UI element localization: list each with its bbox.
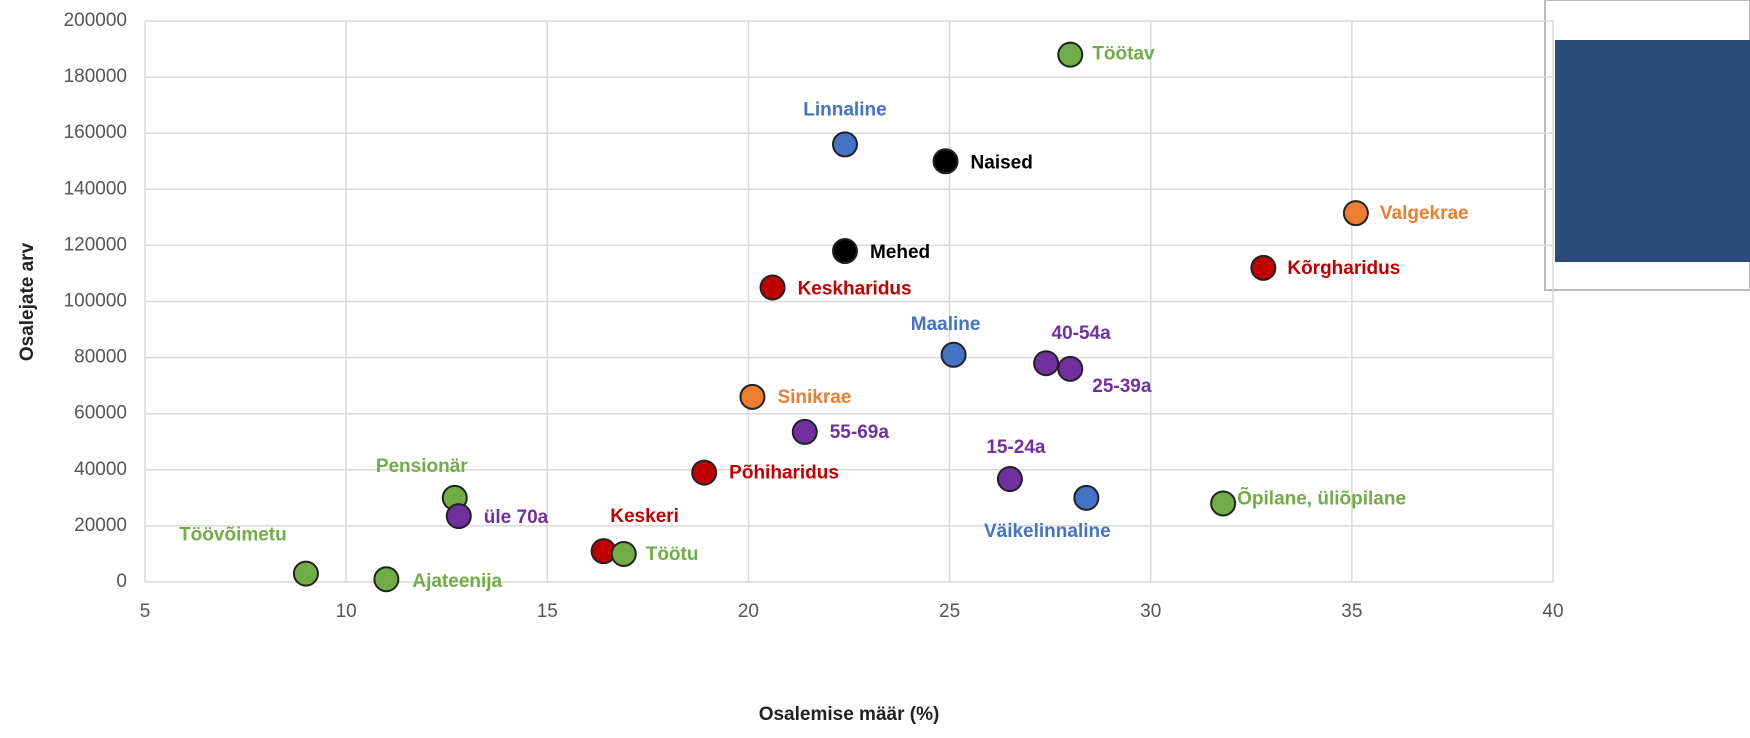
y-tick-label: 180000 xyxy=(64,66,127,87)
point xyxy=(691,459,718,486)
y-tick-label: 20000 xyxy=(74,515,127,536)
y-tick-label: 60000 xyxy=(74,403,127,424)
x-tick-label: 20 xyxy=(738,601,759,622)
point xyxy=(739,383,766,410)
side-panel-inner xyxy=(1555,40,1750,262)
point-label: üle 70a xyxy=(484,507,549,528)
x-tick-label: 35 xyxy=(1341,601,1362,622)
point xyxy=(1210,490,1237,517)
point xyxy=(996,466,1023,493)
point xyxy=(831,131,858,158)
point xyxy=(932,148,959,175)
point-label: Töövõimetu xyxy=(179,525,287,546)
point xyxy=(373,566,400,593)
y-tick-label: 40000 xyxy=(74,459,127,480)
x-tick-label: 25 xyxy=(939,601,960,622)
y-tick-label: 100000 xyxy=(64,291,127,312)
x-tick-label: 15 xyxy=(537,601,558,622)
point-label: Mehed xyxy=(870,242,930,263)
point-label: Töötu xyxy=(646,544,699,565)
x-tick-label: 30 xyxy=(1140,601,1161,622)
y-tick-label: 160000 xyxy=(64,122,127,143)
point-label: 25-39a xyxy=(1092,376,1152,397)
point-label: Keskharidus xyxy=(798,278,912,299)
point xyxy=(1342,200,1369,227)
point-label: Ajateenija xyxy=(412,571,502,592)
point xyxy=(791,418,818,445)
point-label: Põhiharidus xyxy=(729,463,839,484)
y-axis-label: Osalejate arv xyxy=(17,242,38,361)
point-label: Maaline xyxy=(911,314,981,335)
point-label: Kõrgharidus xyxy=(1287,258,1400,279)
point xyxy=(292,560,319,587)
point xyxy=(831,238,858,265)
x-tick-label: 5 xyxy=(140,601,151,622)
point-label: Sinikrae xyxy=(777,387,851,408)
x-axis-label: Osalemise määr (%) xyxy=(759,704,940,725)
x-tick-label: 40 xyxy=(1542,601,1563,622)
point-label: Väikelinnaline xyxy=(984,521,1111,542)
point-label: Naised xyxy=(971,152,1033,173)
point-label: Valgekrae xyxy=(1380,203,1469,224)
point-label: 40-54a xyxy=(1052,323,1112,344)
x-tick-label: 10 xyxy=(336,601,357,622)
point-label: 55-69a xyxy=(830,422,890,443)
point-label: Linnaline xyxy=(803,99,886,120)
y-tick-label: 200000 xyxy=(64,10,127,31)
y-tick-label: 0 xyxy=(116,571,127,592)
point xyxy=(1073,484,1100,511)
point xyxy=(1057,355,1084,382)
point xyxy=(1057,41,1084,68)
point-label: Õpilane, üliõpilane xyxy=(1237,487,1406,509)
y-tick-label: 140000 xyxy=(64,178,127,199)
point xyxy=(445,503,472,530)
point xyxy=(940,341,967,368)
point-label: Keskeri xyxy=(610,506,679,527)
point xyxy=(759,274,786,301)
point-label: Töötav xyxy=(1092,44,1155,65)
point xyxy=(610,540,637,567)
point xyxy=(1250,254,1277,281)
point-label: 15-24a xyxy=(986,437,1046,458)
y-tick-label: 80000 xyxy=(74,347,127,368)
point xyxy=(1033,350,1060,377)
point-label: Pensionär xyxy=(376,456,468,477)
y-tick-label: 120000 xyxy=(64,234,127,255)
